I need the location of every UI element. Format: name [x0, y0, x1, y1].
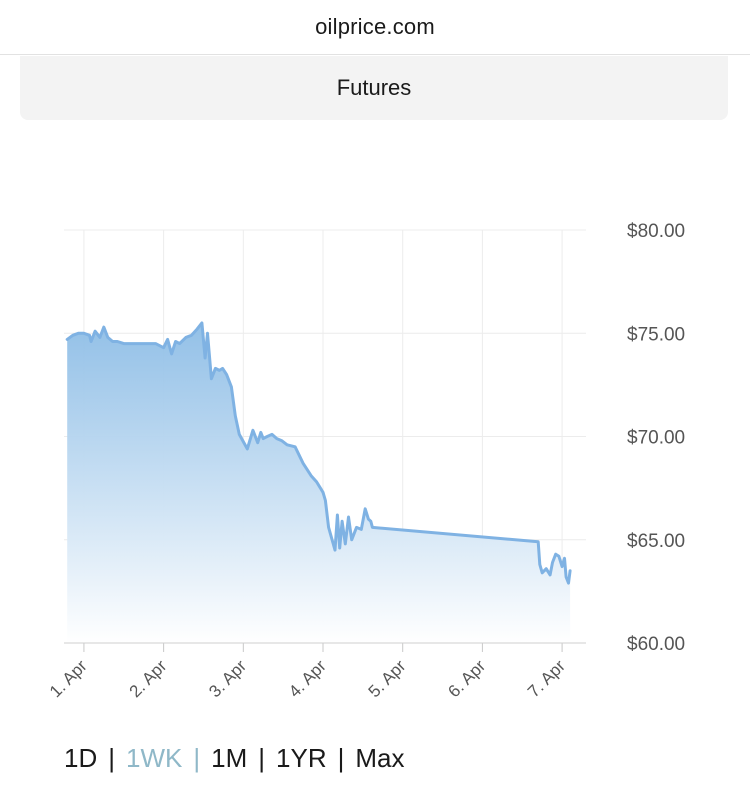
range-1m-button[interactable]: 1M: [211, 742, 248, 773]
x-tick-label: 6. Apr: [444, 656, 489, 701]
url-text: oilprice.com: [315, 14, 435, 39]
page-title: Futures: [336, 75, 412, 100]
x-tick-label: 1. Apr: [46, 656, 91, 701]
x-tick-label: 2. Apr: [126, 656, 171, 701]
price-chart: $80.00 $75.00 $70.00 $65.00 $60.00 1. Apr 2. A…: [0, 200, 750, 730]
y-tick-label: $60.00: [627, 634, 685, 655]
y-tick-label: $75.00: [627, 324, 685, 345]
browser-url-bar[interactable]: oilprice.com: [0, 0, 750, 55]
range-max-button[interactable]: Max: [355, 742, 405, 773]
range-1wk-button[interactable]: 1WK: [126, 742, 183, 773]
range-selector: 1D | 1WK | 1M | 1YR | Max: [64, 738, 404, 778]
y-tick-label: $80.00: [627, 221, 685, 242]
y-tick-label: $65.00: [627, 531, 685, 552]
futures-header: Futures: [20, 56, 728, 120]
chart-area: [65, 321, 572, 643]
series-line: [65, 321, 572, 585]
y-tick-label: $70.00: [627, 428, 685, 449]
x-tick-label: 5. Apr: [365, 656, 410, 701]
range-separator: |: [193, 742, 201, 773]
price-chart-svg: $80.00 $75.00 $70.00 $65.00 $60.00 1. Apr 2. A…: [46, 221, 685, 701]
range-1yr-button[interactable]: 1YR: [276, 742, 327, 773]
x-tick-label: 4. Apr: [285, 656, 330, 701]
range-separator: |: [258, 742, 266, 773]
x-tick-label: 7. Apr: [524, 656, 569, 701]
x-tick-label: 3. Apr: [205, 656, 250, 701]
range-separator: |: [108, 742, 116, 773]
series-area-fill: [67, 322, 571, 643]
range-1d-button[interactable]: 1D: [64, 742, 98, 773]
range-separator: |: [337, 742, 345, 773]
